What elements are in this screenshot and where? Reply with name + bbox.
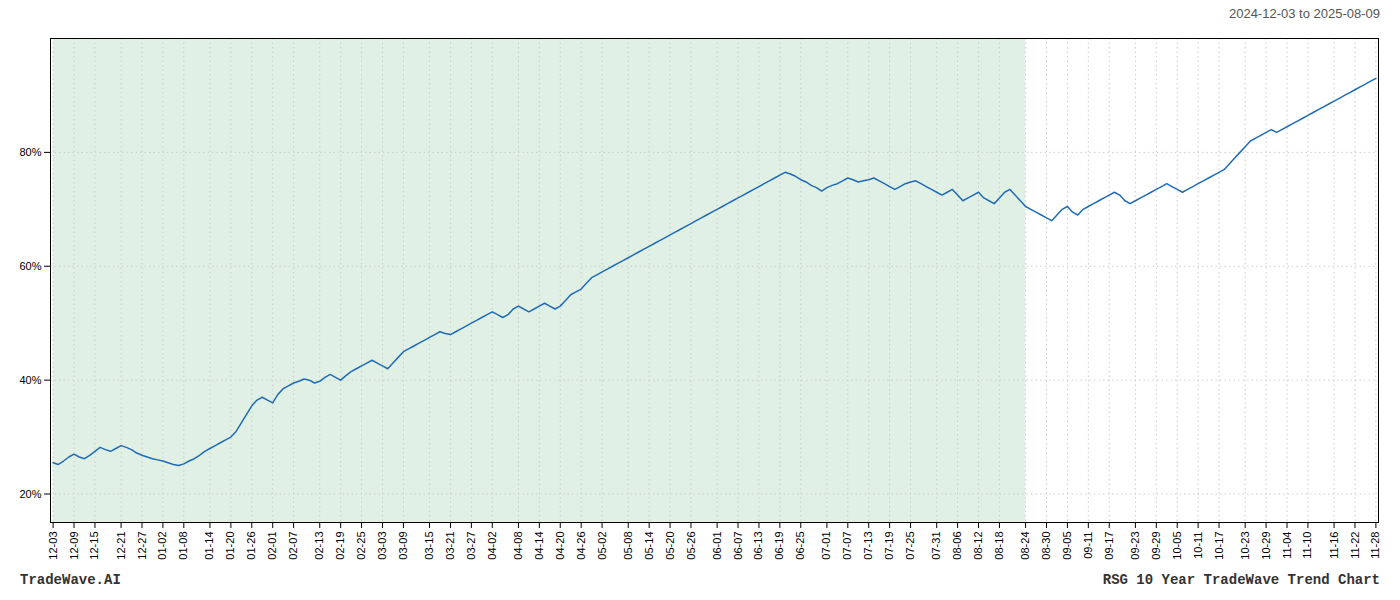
svg-text:07-19: 07-19: [883, 532, 895, 560]
svg-text:12-15: 12-15: [88, 532, 100, 560]
svg-text:02-19: 02-19: [334, 532, 346, 560]
svg-text:10-29: 10-29: [1260, 532, 1272, 560]
svg-text:01-26: 01-26: [245, 532, 257, 560]
svg-text:07-25: 07-25: [904, 532, 916, 560]
svg-text:60%: 60%: [19, 260, 41, 272]
svg-text:07-07: 07-07: [841, 532, 853, 560]
svg-text:03-09: 03-09: [397, 532, 409, 560]
svg-text:06-01: 06-01: [711, 532, 723, 560]
svg-text:02-13: 02-13: [313, 532, 325, 560]
svg-text:10-11: 10-11: [1192, 532, 1204, 559]
svg-text:03-27: 03-27: [465, 532, 477, 560]
svg-text:02-25: 02-25: [355, 532, 367, 560]
svg-text:07-01: 07-01: [820, 532, 832, 560]
svg-text:09-29: 09-29: [1150, 532, 1162, 560]
svg-text:03-21: 03-21: [444, 532, 456, 560]
svg-text:01-20: 01-20: [224, 532, 236, 560]
html-text:TradeWave.AI: TradeWave.AI: [20, 572, 121, 588]
svg-text:20%: 20%: [19, 488, 41, 500]
svg-text:08-24: 08-24: [1019, 532, 1031, 560]
svg-text:11-16: 11-16: [1328, 532, 1340, 559]
svg-text:05-08: 05-08: [622, 532, 634, 560]
svg-text:12-21: 12-21: [115, 532, 127, 560]
svg-text:06-25: 06-25: [794, 532, 806, 560]
svg-text:06-19: 06-19: [773, 532, 785, 560]
svg-text:05-02: 05-02: [596, 532, 608, 560]
svg-text:08-12: 08-12: [972, 532, 984, 560]
svg-text:09-23: 09-23: [1129, 532, 1141, 560]
svg-text:12-27: 12-27: [136, 532, 148, 560]
svg-text:11-28: 11-28: [1369, 532, 1381, 559]
svg-text:04-14: 04-14: [533, 532, 545, 560]
svg-text:03-15: 03-15: [423, 532, 435, 560]
svg-text:10-17: 10-17: [1213, 532, 1225, 560]
svg-text:10-23: 10-23: [1239, 532, 1251, 560]
svg-text:07-31: 07-31: [930, 532, 942, 560]
svg-text:11-10: 11-10: [1301, 532, 1313, 559]
svg-text:11-22: 11-22: [1348, 532, 1360, 559]
svg-text:01-14: 01-14: [203, 532, 215, 560]
svg-text:04-02: 04-02: [486, 532, 498, 560]
svg-text:08-18: 08-18: [993, 532, 1005, 560]
svg-text:03-03: 03-03: [376, 532, 388, 560]
svg-text:05-26: 05-26: [684, 532, 696, 560]
svg-text:11-04: 11-04: [1281, 532, 1293, 559]
svg-text:05-14: 05-14: [643, 532, 655, 560]
svg-text:09-05: 09-05: [1061, 532, 1073, 560]
svg-text:05-20: 05-20: [664, 532, 676, 560]
svg-text:04-08: 04-08: [512, 532, 524, 560]
svg-text:01-02: 01-02: [156, 532, 168, 560]
svg-text:07-13: 07-13: [862, 532, 874, 560]
svg-text:80%: 80%: [19, 146, 41, 158]
svg-text:06-13: 06-13: [752, 532, 764, 560]
svg-text:40%: 40%: [19, 374, 41, 386]
svg-text:08-30: 08-30: [1040, 532, 1052, 560]
svg-text:04-20: 04-20: [554, 532, 566, 560]
svg-text:12-03: 12-03: [47, 532, 59, 560]
svg-text:09-17: 09-17: [1103, 532, 1115, 560]
svg-text:02-07: 02-07: [287, 532, 299, 560]
svg-text:10-05: 10-05: [1171, 532, 1183, 560]
svg-text:09-11: 09-11: [1082, 532, 1094, 559]
svg-text:06-07: 06-07: [732, 532, 744, 560]
svg-text:01-08: 01-08: [177, 532, 189, 560]
svg-text:04-26: 04-26: [575, 532, 587, 560]
html-text:RSG 10 Year TradeWave Trend Ch: RSG 10 Year TradeWave Trend Chart: [1102, 572, 1380, 588]
svg-text:12-09: 12-09: [68, 532, 80, 560]
svg-text:02-01: 02-01: [266, 532, 278, 560]
svg-text:08-06: 08-06: [951, 532, 963, 560]
html-text:2024-12-03 to 2025-08-09: 2024-12-03 to 2025-08-09: [1228, 6, 1380, 21]
